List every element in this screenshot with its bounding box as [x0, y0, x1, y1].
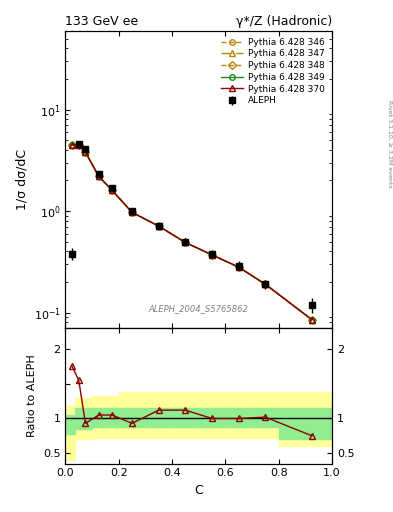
Pythia 6.428 346 — [209, 252, 214, 258]
X-axis label: C: C — [194, 484, 203, 497]
Text: 133 GeV ee: 133 GeV ee — [66, 15, 139, 28]
Pythia 6.428 370 — [263, 281, 268, 287]
Pythia 6.428 348 — [70, 142, 74, 148]
Pythia 6.428 370 — [183, 240, 188, 246]
Pythia 6.428 349 — [263, 281, 268, 287]
Pythia 6.428 349 — [236, 264, 241, 270]
Pythia 6.428 347 — [130, 209, 134, 216]
Pythia 6.428 349 — [83, 149, 88, 155]
Pythia 6.428 346 — [236, 264, 241, 270]
Pythia 6.428 348 — [156, 223, 161, 229]
Pythia 6.428 349 — [76, 142, 81, 148]
Pythia 6.428 348 — [310, 316, 314, 323]
Pythia 6.428 349 — [209, 252, 214, 258]
Y-axis label: Ratio to ALEPH: Ratio to ALEPH — [28, 354, 37, 437]
Pythia 6.428 349 — [183, 240, 188, 246]
Pythia 6.428 370 — [310, 316, 314, 323]
Text: γ*/Z (Hadronic): γ*/Z (Hadronic) — [236, 15, 332, 28]
Pythia 6.428 370 — [156, 223, 161, 229]
Pythia 6.428 348 — [183, 240, 188, 246]
Pythia 6.428 349 — [130, 209, 134, 216]
Pythia 6.428 347 — [209, 252, 214, 258]
Legend: Pythia 6.428 346, Pythia 6.428 347, Pythia 6.428 348, Pythia 6.428 349, Pythia 6: Pythia 6.428 346, Pythia 6.428 347, Pyth… — [218, 35, 327, 108]
Line: Pythia 6.428 347: Pythia 6.428 347 — [69, 142, 315, 323]
Pythia 6.428 346 — [156, 223, 161, 229]
Pythia 6.428 346 — [263, 281, 268, 287]
Pythia 6.428 347 — [83, 149, 88, 155]
Line: Pythia 6.428 370: Pythia 6.428 370 — [69, 142, 315, 323]
Text: mcplots.cern.ch [arXiv:1306.3436]: mcplots.cern.ch [arXiv:1306.3436] — [392, 96, 393, 191]
Pythia 6.428 348 — [76, 142, 81, 148]
Pythia 6.428 348 — [110, 187, 114, 194]
Pythia 6.428 370 — [130, 209, 134, 216]
Line: Pythia 6.428 346: Pythia 6.428 346 — [69, 142, 315, 323]
Pythia 6.428 347 — [263, 281, 268, 287]
Line: Pythia 6.428 348: Pythia 6.428 348 — [69, 142, 315, 323]
Pythia 6.428 346 — [96, 173, 101, 179]
Text: ALEPH_2004_S5765862: ALEPH_2004_S5765862 — [149, 304, 249, 313]
Pythia 6.428 346 — [310, 316, 314, 323]
Pythia 6.428 347 — [156, 223, 161, 229]
Pythia 6.428 347 — [236, 264, 241, 270]
Pythia 6.428 349 — [110, 187, 114, 194]
Pythia 6.428 370 — [83, 149, 88, 155]
Pythia 6.428 348 — [130, 209, 134, 216]
Pythia 6.428 346 — [70, 142, 74, 148]
Pythia 6.428 370 — [236, 264, 241, 270]
Pythia 6.428 370 — [76, 142, 81, 148]
Pythia 6.428 370 — [209, 252, 214, 258]
Y-axis label: 1/σ dσ/dC: 1/σ dσ/dC — [15, 149, 28, 210]
Pythia 6.428 370 — [96, 173, 101, 179]
Pythia 6.428 346 — [130, 209, 134, 216]
Pythia 6.428 348 — [83, 149, 88, 155]
Pythia 6.428 346 — [83, 149, 88, 155]
Pythia 6.428 346 — [183, 240, 188, 246]
Pythia 6.428 370 — [110, 187, 114, 194]
Pythia 6.428 348 — [236, 264, 241, 270]
Pythia 6.428 348 — [209, 252, 214, 258]
Pythia 6.428 349 — [70, 142, 74, 148]
Pythia 6.428 348 — [263, 281, 268, 287]
Pythia 6.428 347 — [76, 142, 81, 148]
Text: Rivet 3.1.10, ≥ 3.2M events: Rivet 3.1.10, ≥ 3.2M events — [387, 99, 392, 187]
Pythia 6.428 346 — [110, 187, 114, 194]
Pythia 6.428 370 — [70, 142, 74, 148]
Pythia 6.428 347 — [310, 316, 314, 323]
Pythia 6.428 349 — [96, 173, 101, 179]
Line: Pythia 6.428 349: Pythia 6.428 349 — [69, 142, 315, 323]
Pythia 6.428 349 — [156, 223, 161, 229]
Pythia 6.428 346 — [76, 142, 81, 148]
Pythia 6.428 348 — [96, 173, 101, 179]
Pythia 6.428 347 — [110, 187, 114, 194]
Pythia 6.428 347 — [96, 173, 101, 179]
Pythia 6.428 349 — [310, 316, 314, 323]
Pythia 6.428 347 — [183, 240, 188, 246]
Pythia 6.428 347 — [70, 142, 74, 148]
